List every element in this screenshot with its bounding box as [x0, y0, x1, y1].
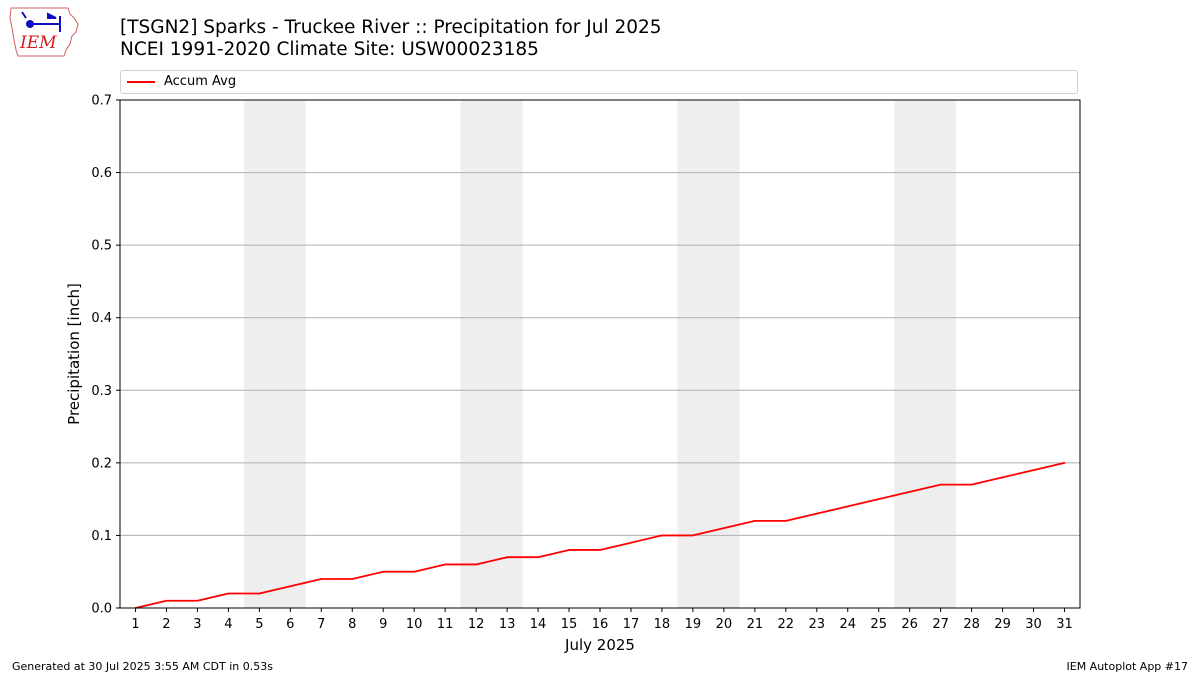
y-tick-label-3: 0.3 — [91, 384, 112, 399]
x-tick-label-2: 2 — [162, 617, 170, 632]
y-ticks: 0.0 0.1 0.2 0.3 0.4 0.5 0.6 0.7 — [91, 94, 120, 617]
iem-logo: IEM — [9, 7, 79, 57]
y-tick-label-0: 0.0 — [91, 602, 112, 617]
data-point-day-5 — [258, 592, 261, 595]
generated-timestamp: Generated at 30 Jul 2025 3:55 AM CDT in … — [12, 660, 273, 673]
data-point-day-3 — [196, 599, 199, 602]
x-tick-label-17: 17 — [623, 617, 640, 632]
y-tick-label-2: 0.2 — [91, 456, 112, 471]
series-layer — [134, 461, 1066, 609]
data-point-day-12 — [475, 563, 478, 566]
data-point-day-24 — [846, 505, 849, 508]
x-ticks: 1 2 3 4 5 6 7 8 9 10 11 12 13 14 15 16 17 18 19 20 21 22 23 24 2… — [131, 608, 1073, 632]
data-point-day-23 — [815, 512, 818, 515]
y-tick-label-6: 0.6 — [91, 166, 112, 181]
x-tick-label-24: 24 — [839, 617, 856, 632]
x-tick-label-10: 10 — [406, 617, 423, 632]
iowa-outline-icon — [9, 7, 79, 57]
x-tick-label-12: 12 — [468, 617, 485, 632]
x-tick-label-25: 25 — [870, 617, 887, 632]
chart-title: [TSGN2] Sparks - Truckee River :: Precip… — [120, 17, 662, 38]
x-axis-label: July 2025 — [564, 636, 635, 654]
data-point-day-20 — [722, 527, 725, 530]
data-point-day-28 — [970, 483, 973, 486]
data-point-day-27 — [939, 483, 942, 486]
x-tick-label-22: 22 — [778, 617, 795, 632]
x-tick-label-3: 3 — [193, 617, 201, 632]
weekend-band-3 — [677, 100, 740, 608]
x-tick-label-31: 31 — [1056, 617, 1073, 632]
data-point-day-31 — [1063, 461, 1066, 464]
chart-subtitle: NCEI 1991-2020 Climate Site: USW00023185 — [120, 39, 539, 60]
x-tick-label-23: 23 — [809, 617, 826, 632]
data-point-day-29 — [1001, 476, 1004, 479]
data-point-day-4 — [227, 592, 230, 595]
y-tick-label-7: 0.7 — [91, 94, 112, 109]
weekend-bands — [243, 100, 957, 608]
x-tick-label-18: 18 — [654, 617, 671, 632]
data-point-day-17 — [630, 541, 632, 544]
gridlines — [120, 172, 1080, 536]
x-tick-label-26: 26 — [901, 617, 918, 632]
x-tick-label-16: 16 — [592, 617, 609, 632]
legend: Accum Avg — [120, 70, 1078, 94]
data-point-day-18 — [661, 534, 663, 537]
data-point-day-8 — [351, 578, 354, 580]
x-tick-label-8: 8 — [348, 617, 356, 632]
x-tick-label-1: 1 — [131, 617, 139, 632]
data-point-day-11 — [444, 563, 447, 566]
app-credit: IEM Autoplot App #17 — [1066, 660, 1189, 673]
x-tick-label-20: 20 — [716, 617, 733, 632]
weekend-band-4 — [894, 100, 957, 608]
data-point-day-22 — [784, 520, 787, 522]
legend-label-accum-avg: Accum Avg — [164, 74, 237, 89]
logo-text: IEM — [19, 33, 57, 53]
x-tick-label-27: 27 — [932, 617, 949, 632]
weekend-band-1 — [243, 100, 306, 608]
data-point-day-15 — [568, 549, 570, 551]
data-point-day-10 — [413, 570, 416, 573]
x-tick-label-4: 4 — [224, 617, 232, 632]
y-tick-label-4: 0.4 — [91, 311, 112, 326]
data-point-day-25 — [877, 498, 880, 501]
x-tick-label-15: 15 — [561, 617, 578, 632]
data-point-day-7 — [320, 578, 323, 580]
x-tick-label-29: 29 — [994, 617, 1011, 632]
data-point-day-26 — [908, 490, 911, 493]
y-tick-label-1: 0.1 — [91, 529, 112, 544]
x-tick-label-21: 21 — [747, 617, 764, 632]
data-point-day-9 — [382, 570, 385, 573]
weather-station-icon — [21, 11, 61, 32]
data-point-day-2 — [165, 599, 168, 602]
data-point-day-6 — [289, 585, 292, 588]
data-point-day-16 — [599, 549, 601, 551]
x-tick-label-6: 6 — [286, 617, 294, 632]
data-point-day-21 — [753, 520, 756, 522]
data-point-day-30 — [1032, 469, 1035, 472]
y-axis-label: Precipitation [inch] — [65, 283, 83, 425]
legend-swatch-accum-avg — [127, 81, 155, 83]
data-point-day-13 — [506, 556, 508, 559]
weekend-band-2 — [460, 100, 523, 608]
x-tick-label-13: 13 — [499, 617, 516, 632]
x-tick-label-28: 28 — [963, 617, 980, 632]
y-tick-label-5: 0.5 — [91, 239, 112, 254]
x-tick-label-19: 19 — [685, 617, 702, 632]
x-tick-label-5: 5 — [255, 617, 263, 632]
x-tick-label-11: 11 — [437, 617, 454, 632]
x-tick-label-30: 30 — [1025, 617, 1042, 632]
x-tick-label-7: 7 — [317, 617, 325, 632]
data-point-day-14 — [537, 556, 539, 559]
x-tick-label-9: 9 — [379, 617, 387, 632]
data-point-day-19 — [692, 534, 694, 537]
x-tick-label-14: 14 — [530, 617, 547, 632]
